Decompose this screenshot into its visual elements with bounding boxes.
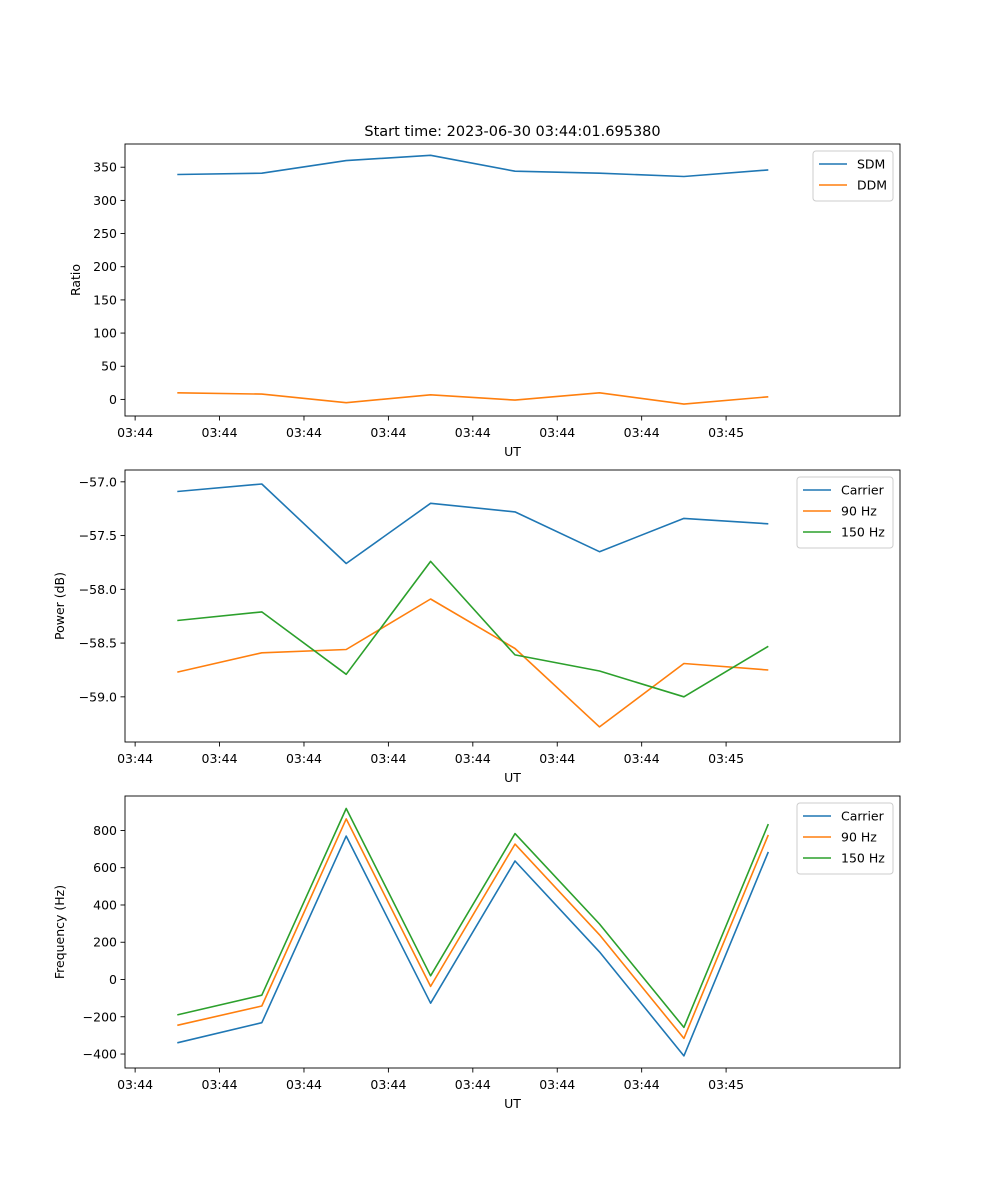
x-tick-label: 03:44 xyxy=(117,1077,153,1092)
x-tick-label: 03:44 xyxy=(455,751,491,766)
x-tick-label: 03:44 xyxy=(624,1077,660,1092)
x-axis-label: UT xyxy=(504,770,521,785)
series-line-90-hz xyxy=(177,598,769,728)
y-axis-label: Ratio xyxy=(68,264,83,296)
y-tick-label: −57.5 xyxy=(79,528,117,543)
legend-label: SDM xyxy=(857,157,885,172)
y-tick-label: −57.0 xyxy=(79,474,117,489)
x-tick-label: 03:44 xyxy=(370,425,406,440)
y-tick-label: −58.5 xyxy=(79,636,117,651)
y-tick-label: 100 xyxy=(93,326,117,341)
axes-frame xyxy=(124,795,901,1069)
x-tick-label: 03:44 xyxy=(624,751,660,766)
legend-label: 90 Hz xyxy=(841,830,877,845)
y-tick-label: 350 xyxy=(93,160,117,175)
x-tick-label: 03:44 xyxy=(370,1077,406,1092)
series-line-150-hz xyxy=(177,807,770,1029)
x-tick-label: 03:44 xyxy=(539,1077,575,1092)
y-tick-label: 50 xyxy=(101,359,117,374)
y-axis-label: Power (dB) xyxy=(52,572,67,640)
axes-frame xyxy=(124,143,901,417)
y-tick-label: 200 xyxy=(93,935,117,950)
x-tick-label: 03:44 xyxy=(202,425,238,440)
legend: SDM DDM xyxy=(812,150,894,202)
legend-label: Carrier xyxy=(841,483,885,498)
legend: Carrier 90 Hz 150 Hz xyxy=(796,802,894,875)
y-tick-label: 800 xyxy=(93,823,117,838)
series-line-ddm xyxy=(177,391,769,405)
legend-box xyxy=(796,802,894,875)
x-tick-label: 03:45 xyxy=(708,751,744,766)
y-tick-label: −400 xyxy=(83,1047,117,1062)
x-tick-label: 03:44 xyxy=(286,425,322,440)
panel-2: 03:44 03:44 03:44 03:44 03:44 03:44 03:44 03:45… xyxy=(52,469,901,785)
x-tick-label: 03:44 xyxy=(539,425,575,440)
legend-label: 150 Hz xyxy=(841,525,885,540)
panel-1: 03:44 03:44 03:44 03:44 03:44 03:44 03:44 03:45… xyxy=(68,143,901,459)
series-line-90-hz xyxy=(177,818,770,1040)
x-tick-label: 03:44 xyxy=(202,751,238,766)
y-tick-label: 300 xyxy=(93,193,117,208)
y-axis-label: Frequency (Hz) xyxy=(52,885,67,979)
y-tick-label: 600 xyxy=(93,860,117,875)
series-line-carrier xyxy=(177,835,770,1057)
y-tick-label: 250 xyxy=(93,226,117,241)
y-tick-label: 0 xyxy=(109,972,117,987)
x-tick-label: 03:44 xyxy=(455,425,491,440)
x-axis-label: UT xyxy=(504,444,521,459)
x-tick-label: 03:44 xyxy=(117,425,153,440)
x-tick-label: 03:44 xyxy=(286,1077,322,1092)
series-line-150-hz xyxy=(177,560,769,698)
y-tick-label: −200 xyxy=(83,1009,117,1024)
x-tick-label: 03:44 xyxy=(202,1077,238,1092)
x-tick-label: 03:45 xyxy=(708,1077,744,1092)
series-line-carrier xyxy=(177,483,769,565)
legend-label: 90 Hz xyxy=(841,504,877,519)
x-tick-label: 03:44 xyxy=(286,751,322,766)
legend-label: 150 Hz xyxy=(841,851,885,866)
legend-box xyxy=(796,476,894,549)
y-tick-label: 200 xyxy=(93,259,117,274)
x-axis-label: UT xyxy=(504,1096,521,1111)
axes-frame xyxy=(124,469,901,743)
x-tick-label: 03:44 xyxy=(539,751,575,766)
y-tick-label: 0 xyxy=(109,392,117,407)
y-tick-label: −59.0 xyxy=(79,689,117,704)
figure-title: Start time: 2023-06-30 03:44:01.695380 xyxy=(364,124,660,140)
panel-3: 03:44 03:44 03:44 03:44 03:44 03:44 03:44 03:45… xyxy=(52,795,901,1111)
y-tick-label: −58.0 xyxy=(79,582,117,597)
x-tick-label: 03:44 xyxy=(624,425,660,440)
legend-label: DDM xyxy=(857,178,887,193)
series-line-sdm xyxy=(177,154,769,178)
y-tick-label: 150 xyxy=(93,292,117,307)
x-tick-label: 03:45 xyxy=(708,425,744,440)
x-tick-label: 03:44 xyxy=(117,751,153,766)
x-tick-label: 03:44 xyxy=(455,1077,491,1092)
legend-label: Carrier xyxy=(841,809,885,824)
x-tick-label: 03:44 xyxy=(370,751,406,766)
legend: Carrier 90 Hz 150 Hz xyxy=(796,476,894,549)
y-tick-label: 400 xyxy=(93,897,117,912)
